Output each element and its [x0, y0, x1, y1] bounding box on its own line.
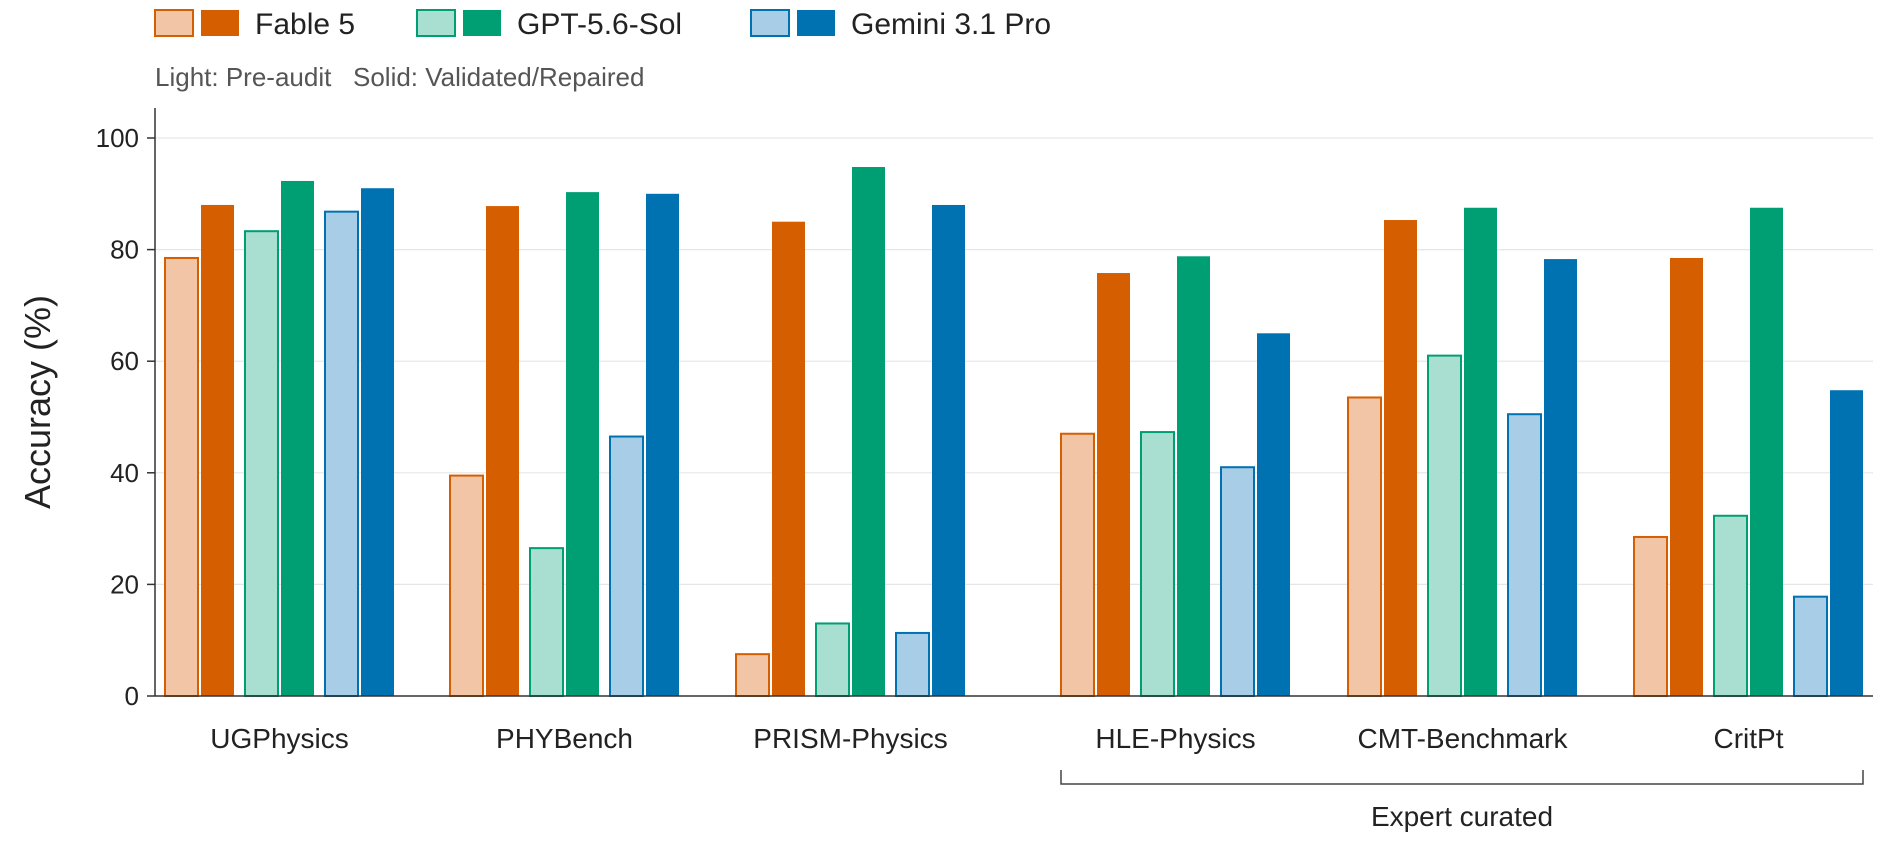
bar-gemini-3-1-pro-pre-audit-prism-physics [895, 631, 930, 697]
legend-label: GPT-5.6-Sol [517, 8, 682, 41]
bar-gpt-5-6-sol-pre-audit-hle-physics [1140, 431, 1175, 697]
x-tick-label: UGPhysics [210, 723, 348, 754]
x-tick-labels: UGPhysics PHYBench PRISM-Physics HLE-Physic… [210, 723, 1783, 754]
axes [154, 108, 1873, 697]
bracket-label: Expert curated [1371, 801, 1553, 832]
legend-label: Fable 5 [255, 8, 355, 41]
bar-fable-5-pre-audit-critpt [1633, 535, 1668, 697]
bar-gpt-5-6-sol-pre-audit-critpt [1713, 514, 1748, 697]
gridlines [155, 137, 1873, 586]
bar-gpt-5-6-sol-validated-hle-physics [1177, 256, 1210, 696]
expert-curated-bracket: Expert curated [1060, 770, 1864, 832]
y-axis-label: Accuracy (%) [17, 295, 58, 509]
bar-gemini-3-1-pro-validated-prism-physics [932, 204, 965, 696]
bar-gpt-5-6-sol-pre-audit-cmt-benchmark [1427, 354, 1462, 697]
bar-gemini-3-1-pro-pre-audit-phybench [609, 435, 644, 697]
bar-gemini-3-1-pro-pre-audit-hle-physics [1220, 466, 1255, 697]
bar-gpt-5-6-sol-validated-cmt-benchmark [1464, 207, 1497, 696]
bracket-line [1060, 770, 1864, 785]
bar-fable-5-pre-audit-ugphysics [164, 256, 199, 697]
y-tick-label: 100 [96, 123, 139, 153]
y-ticks: 0 20 40 60 80 100 [96, 123, 155, 711]
bar-gpt-5-6-sol-validated-prism-physics [852, 167, 885, 697]
bar-gpt-5-6-sol-pre-audit-phybench [529, 547, 564, 697]
bar-gemini-3-1-pro-pre-audit-ugphysics [324, 210, 359, 697]
bar-gpt-5-6-sol-validated-ugphysics [281, 180, 314, 696]
bar-gemini-3-1-pro-validated-ugphysics [361, 188, 394, 696]
x-tick-label: CMT-Benchmark [1357, 723, 1568, 754]
bar-gemini-3-1-pro-pre-audit-cmt-benchmark [1507, 413, 1542, 697]
x-tick-label: CritPt [1714, 723, 1784, 754]
bar-fable-5-validated-critpt [1670, 257, 1703, 696]
bar-fable-5-pre-audit-hle-physics [1060, 432, 1095, 697]
bar-gpt-5-6-sol-pre-audit-prism-physics [815, 622, 850, 698]
legend-swatch-light [416, 9, 456, 37]
bar-gemini-3-1-pro-pre-audit-critpt [1793, 595, 1828, 698]
legend-label: Gemini 3.1 Pro [851, 8, 1051, 41]
y-tick-label: 60 [110, 346, 139, 376]
x-tick-label: HLE-Physics [1095, 723, 1255, 754]
bars [164, 167, 1863, 698]
bar-fable-5-validated-phybench [486, 206, 519, 697]
bar-fable-5-validated-prism-physics [772, 221, 805, 696]
bar-gpt-5-6-sol-validated-phybench [566, 192, 599, 696]
bar-fable-5-validated-ugphysics [201, 204, 234, 696]
bar-fable-5-validated-cmt-benchmark [1384, 220, 1417, 696]
legend-item: Fable 5 [154, 8, 355, 41]
y-tick-label: 80 [110, 235, 139, 265]
legend: Fable 5 GPT-5.6-Sol Gemini 3.1 Pro [154, 8, 1051, 41]
y-tick-label: 40 [110, 458, 139, 488]
bar-fable-5-pre-audit-cmt-benchmark [1347, 396, 1382, 697]
x-tick-label: PRISM-Physics [753, 723, 947, 754]
bar-gemini-3-1-pro-validated-cmt-benchmark [1544, 259, 1577, 696]
legend-item: Gemini 3.1 Pro [750, 8, 1051, 41]
bar-gemini-3-1-pro-validated-phybench [646, 193, 679, 697]
bar-fable-5-pre-audit-prism-physics [735, 653, 770, 698]
x-tick-label: PHYBench [496, 723, 633, 754]
legend-note: Light: Pre-audit Solid: Validated/Repair… [155, 62, 644, 92]
y-tick-label: 0 [125, 681, 139, 711]
legend-item: GPT-5.6-Sol [416, 8, 682, 41]
bar-gemini-3-1-pro-validated-critpt [1830, 390, 1863, 696]
bar-gpt-5-6-sol-validated-critpt [1750, 207, 1783, 696]
y-tick-label: 20 [110, 569, 139, 599]
bar-fable-5-pre-audit-phybench [449, 474, 484, 697]
legend-swatch-solid [797, 10, 835, 36]
legend-swatch-solid [201, 10, 239, 36]
legend-swatch-light [750, 9, 790, 37]
legend-swatch-solid [463, 10, 501, 36]
bar-gemini-3-1-pro-validated-hle-physics [1257, 333, 1290, 696]
bar-gpt-5-6-sol-pre-audit-ugphysics [244, 230, 279, 697]
legend-swatch-light [154, 9, 194, 37]
bar-fable-5-validated-hle-physics [1097, 273, 1130, 696]
